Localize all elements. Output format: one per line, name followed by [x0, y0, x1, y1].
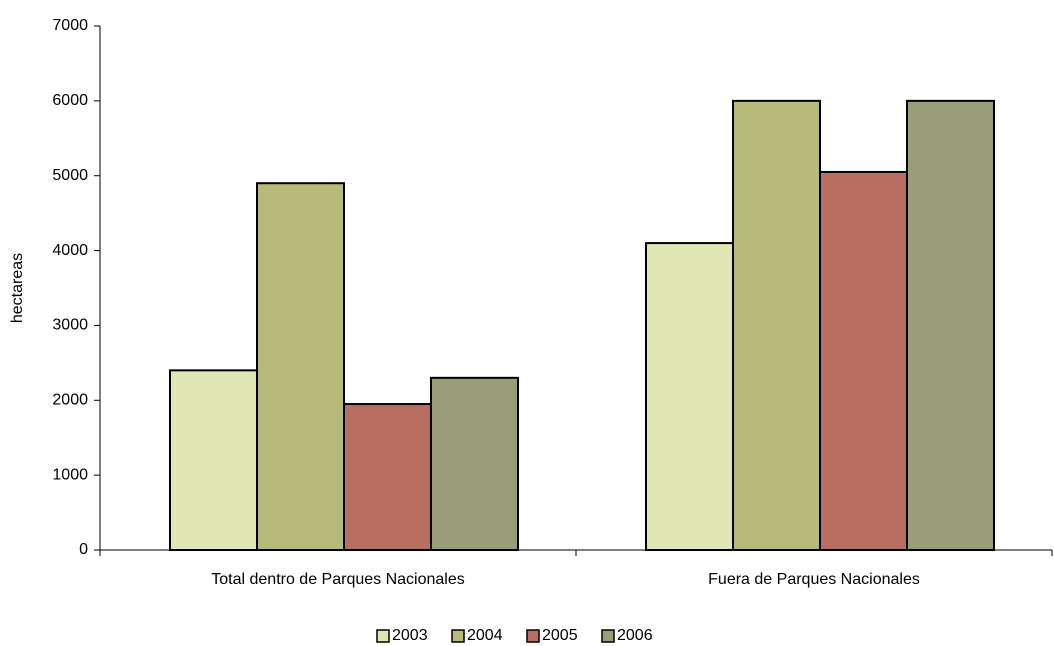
legend-swatch	[601, 629, 615, 643]
bar	[906, 99, 995, 551]
legend-label: 2006	[617, 627, 653, 644]
bar	[343, 403, 432, 551]
y-tick-label: 7000	[52, 17, 88, 34]
bar	[732, 99, 821, 551]
legend-swatch	[451, 629, 465, 643]
legend-label: 2003	[392, 627, 428, 644]
y-tick-label: 1000	[52, 466, 88, 483]
bar	[430, 376, 519, 552]
legend-swatch	[526, 629, 540, 643]
legend-label: 2004	[467, 627, 503, 644]
bar	[819, 170, 908, 551]
x-tick-label: Fuera de Parques Nacionales	[708, 571, 920, 588]
x-tick-label: Total dentro de Parques Nacionales	[211, 571, 465, 588]
y-tick-label: 6000	[52, 92, 88, 109]
bar	[169, 369, 258, 552]
legend-swatch	[376, 629, 390, 643]
y-axis-label: hectareas	[9, 253, 26, 323]
bar	[645, 242, 734, 551]
bar	[256, 182, 345, 551]
y-tick-label: 4000	[52, 242, 88, 259]
y-tick-label: 2000	[52, 392, 88, 409]
y-tick-label: 5000	[52, 167, 88, 184]
y-tick-label: 3000	[52, 317, 88, 334]
legend-label: 2005	[542, 627, 578, 644]
y-tick-label: 0	[79, 541, 88, 558]
